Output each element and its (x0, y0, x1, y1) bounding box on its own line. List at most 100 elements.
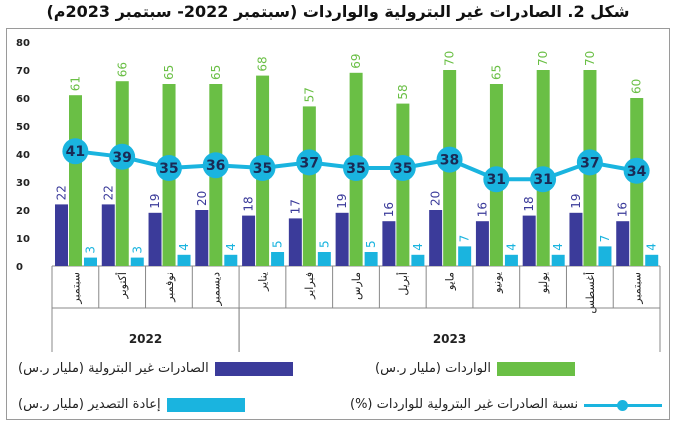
ratio-marker (576, 149, 603, 176)
ratio-data-label: 38 (440, 153, 459, 169)
bar-reexport (411, 254, 425, 266)
x-tick-label: نوفمبر (163, 272, 176, 303)
y-tick-label: 50 (16, 122, 30, 133)
ratio-data-label: 37 (580, 155, 599, 171)
ratio-marker (202, 152, 229, 179)
ratio-data-label: 41 (66, 144, 85, 160)
legend-item-imports: الواردات (مليار ر.س) (375, 361, 575, 376)
ratio-marker (530, 166, 557, 193)
data-label-imports: 70 (443, 51, 457, 66)
ratio-marker (155, 155, 182, 181)
ratio-marker (343, 155, 369, 181)
bar-exports (101, 204, 115, 266)
bar-exports (475, 221, 489, 266)
data-label-exports: 18 (522, 196, 536, 211)
x-tick-label: يناير (256, 272, 269, 292)
legend-swatch-reexport (166, 397, 245, 412)
chart-frame (6, 28, 670, 420)
bar-exports (288, 218, 302, 266)
x-tick-label: سبتمبر (69, 272, 82, 305)
y-tick-label: 40 (16, 150, 30, 161)
bar-reexport (317, 252, 331, 266)
bar-reexport (551, 254, 565, 266)
data-label-exports: 16 (616, 202, 630, 217)
ratio-data-label: 35 (393, 161, 412, 177)
ratio-data-label: 36 (206, 158, 225, 174)
y-tick-label: 30 (16, 178, 30, 189)
legend-swatch-imports (496, 361, 575, 376)
legend-item-reexport: إعادة التصدير (مليار ر.س) (18, 397, 245, 412)
legend-label-reexport: إعادة التصدير (مليار ر.س) (18, 397, 161, 412)
ratio-data-label: 39 (112, 150, 131, 166)
y-tick-label: 60 (16, 94, 30, 105)
ratio-marker (389, 155, 416, 181)
ratio-data-label: 35 (159, 161, 178, 177)
bar-reexport (504, 254, 518, 266)
y-tick-label: 20 (16, 206, 30, 217)
data-label-reexport: 4 (224, 243, 238, 251)
data-label-exports: 19 (569, 194, 583, 209)
ratio-marker (249, 155, 276, 181)
data-label-imports: 65 (162, 65, 176, 80)
ratio-marker (62, 138, 89, 165)
data-label-exports: 16 (475, 202, 489, 217)
data-label-imports: 70 (583, 51, 597, 66)
data-label-reexport: 3 (84, 246, 98, 254)
data-label-reexport: 4 (551, 243, 565, 251)
data-label-imports: 60 (630, 79, 644, 94)
data-label-imports: 61 (69, 76, 83, 91)
data-label-reexport: 5 (364, 240, 378, 248)
ratio-data-label: 35 (346, 161, 365, 177)
ratio-data-label: 31 (487, 172, 506, 188)
data-label-reexport: 4 (504, 243, 518, 251)
y-tick-label: 80 (16, 38, 30, 49)
x-tick-label: مارس (350, 272, 363, 300)
data-label-imports: 70 (536, 51, 550, 66)
bar-imports (115, 81, 129, 266)
x-tick-label: أغسطس (583, 272, 597, 314)
y-tick-label: 70 (16, 66, 30, 77)
legend-label-exports: الصادرات غير البترولية (مليار ر.س) (18, 361, 209, 376)
bar-reexport (364, 252, 378, 266)
year-group-label: 2022 (129, 332, 162, 346)
x-tick-label: ديسمبر (210, 272, 223, 307)
ratio-marker (436, 146, 463, 173)
x-tick-label: يونيو (490, 272, 503, 294)
data-label-exports: 17 (288, 199, 302, 214)
data-label-exports: 20 (429, 191, 443, 206)
x-tick-label: يوليو (537, 272, 550, 294)
bar-reexport (645, 254, 659, 266)
bar-reexport (130, 257, 144, 266)
bar-exports (195, 210, 209, 266)
data-label-exports: 20 (195, 191, 209, 206)
legend-label-imports: الواردات (مليار ر.س) (375, 361, 491, 376)
year-group-label: 2023 (433, 332, 466, 346)
data-label-imports: 68 (256, 56, 270, 71)
bar-imports (302, 106, 316, 267)
x-tick-label: فبراير (303, 272, 316, 300)
data-label-reexport: 4 (411, 243, 425, 251)
x-tick-label: سبتمبر (631, 272, 644, 305)
bar-exports (382, 221, 396, 266)
data-label-exports: 16 (382, 202, 396, 217)
data-label-reexport: 5 (317, 240, 331, 248)
bar-exports (148, 212, 162, 266)
data-label-exports: 19 (335, 194, 349, 209)
data-label-exports: 19 (148, 194, 162, 209)
ratio-marker (109, 143, 136, 170)
bar-exports (616, 221, 630, 266)
x-tick-label: أكتوبر (115, 272, 129, 299)
bar-reexport (177, 254, 191, 266)
data-label-imports: 57 (302, 87, 316, 102)
bar-imports (69, 95, 82, 266)
data-label-exports: 22 (101, 185, 115, 200)
y-tick-label: 10 (16, 234, 30, 245)
bar-exports (569, 212, 583, 266)
ratio-data-label: 37 (299, 155, 318, 171)
data-label-reexport: 7 (598, 235, 612, 243)
bar-imports (396, 103, 410, 266)
data-label-imports: 58 (396, 84, 410, 99)
legend-item-exports: الصادرات غير البترولية (مليار ر.س) (18, 361, 293, 376)
legend-swatch-exports (214, 361, 293, 376)
data-label-exports: 22 (55, 185, 69, 200)
